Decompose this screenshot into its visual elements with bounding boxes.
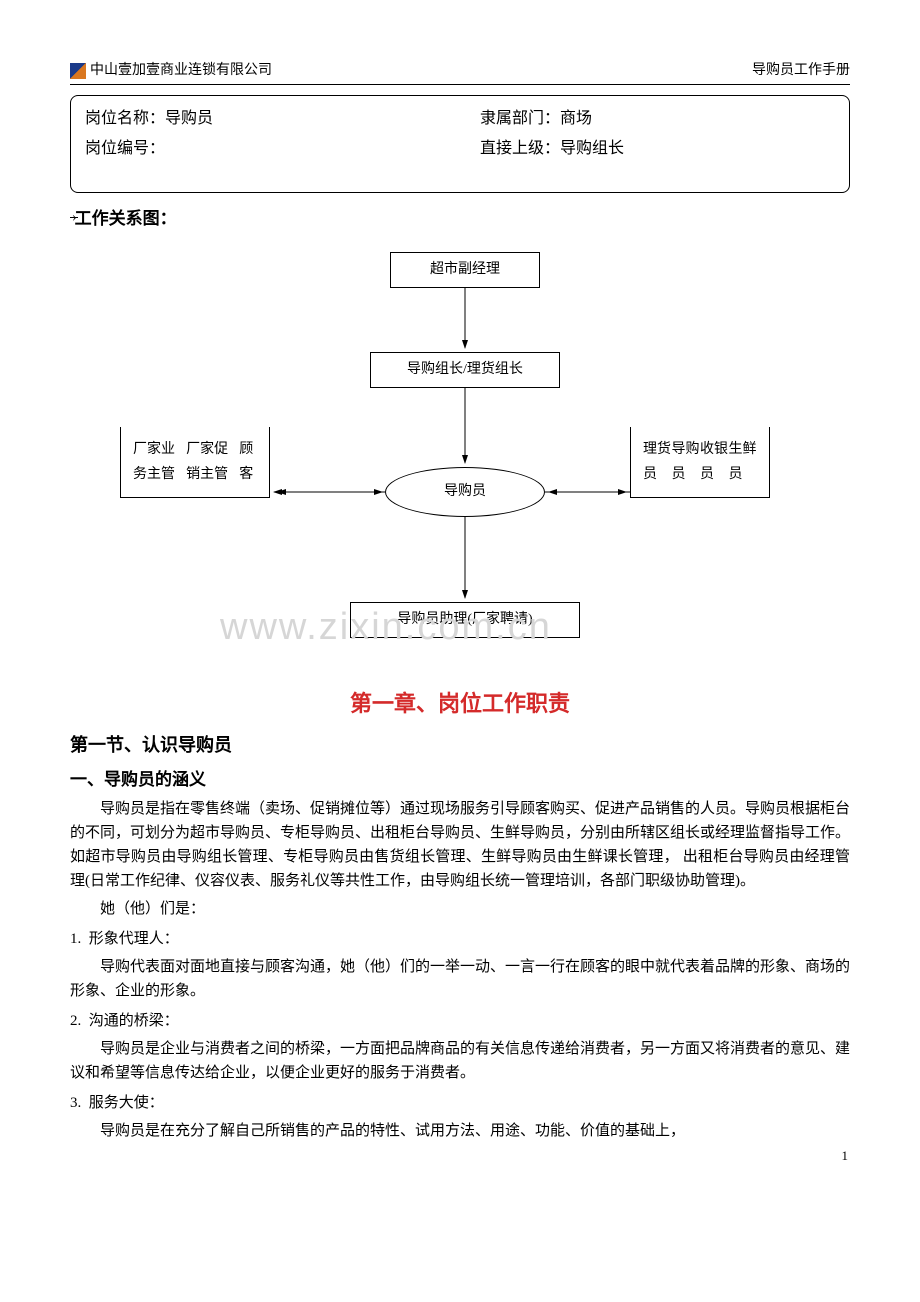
item-3-body: 导购员是在充分了解自己所销售的产品的特性、试用方法、用途、功能、价值的基础上， (70, 1119, 850, 1143)
dept-label: 隶属部门： (480, 110, 560, 127)
para-definition: 导购员是指在零售终端（卖场、促销摊位等）通过现场服务引导顾客购买、促进产品销售的… (70, 797, 850, 893)
item-1-title: 形象代理人： (89, 931, 179, 947)
item-2: 2. 沟通的桥梁： (70, 1009, 850, 1033)
node-bottom: 导购员助理(厂家聘请) (350, 602, 580, 638)
relation-title: 工作关系图： (75, 205, 177, 232)
position-name-value: 导购员 (165, 110, 213, 127)
right-line-1: 导购员 (672, 437, 701, 487)
subsection-1-title: 一、导购员的涵义 (70, 766, 850, 793)
company-logo-icon (70, 63, 86, 79)
node-top-label: 超市副经理 (430, 259, 500, 281)
node-mid-label: 导购组长/理货组长 (407, 359, 523, 381)
right-line-0: 理货员 (643, 437, 672, 487)
node-left: 厂家业务主管 厂家促销主管 顾客 (120, 427, 270, 498)
node-right: 理货员 导购员 收银员 生鲜员 (630, 427, 770, 498)
arrow-marker-icon: ⎯⎯› (70, 207, 71, 229)
para-intro: 她（他）们是： (70, 897, 850, 921)
header-left: 中山壹加壹商业连锁有限公司 (70, 60, 272, 82)
node-mid: 导购组长/理货组长 (370, 352, 560, 388)
node-center: 导购员 (385, 467, 545, 517)
dept-value: 商场 (560, 110, 592, 127)
section-1-title: 第一节、认识导购员 (70, 731, 850, 760)
relation-title-row: ⎯⎯› 工作关系图： (70, 205, 850, 232)
item-1-num: 1. (70, 931, 81, 947)
right-line-2: 收银员 (700, 437, 729, 487)
node-top: 超市副经理 (390, 252, 540, 288)
node-center-label: 导购员 (444, 481, 486, 503)
position-code-row: 岗位编号： (85, 136, 440, 162)
position-name-row: 岗位名称：导购员 (85, 106, 440, 132)
company-name: 中山壹加壹商业连锁有限公司 (90, 60, 272, 82)
superior-row: 直接上级：导购组长 (480, 136, 835, 162)
superior-value: 导购组长 (560, 140, 624, 157)
superior-label: 直接上级： (480, 140, 560, 157)
page-header: 中山壹加壹商业连锁有限公司 导购员工作手册 (70, 60, 850, 85)
position-name-label: 岗位名称： (85, 110, 165, 127)
doc-title: 导购员工作手册 (752, 60, 850, 82)
item-1: 1. 形象代理人： (70, 927, 850, 951)
item-2-title: 沟通的桥梁： (89, 1013, 179, 1029)
item-3-title: 服务大使： (89, 1095, 164, 1111)
left-line-0: 厂家业务主管 (133, 437, 186, 487)
page-number: 1 (842, 1146, 849, 1167)
item-2-body: 导购员是企业与消费者之间的桥梁，一方面把品牌商品的有关信息传递给消费者，另一方面… (70, 1037, 850, 1085)
item-2-num: 2. (70, 1013, 81, 1029)
chapter-title: 第一章、岗位工作职责 (70, 686, 850, 721)
left-line-2: 顾客 (239, 437, 257, 487)
left-line-1: 厂家促销主管 (186, 437, 239, 487)
org-diagram: 超市副经理 导购组长/理货组长 导购员 厂家业务主管 厂家促销主管 顾客 理货员… (70, 252, 850, 672)
right-line-3: 生鲜员 (729, 437, 758, 487)
item-3-num: 3. (70, 1095, 81, 1111)
node-bottom-label: 导购员助理(厂家聘请) (397, 609, 532, 631)
item-3: 3. 服务大使： (70, 1091, 850, 1115)
item-1-body: 导购代表面对面地直接与顾客沟通，她（他）们的一举一动、一言一行在顾客的眼中就代表… (70, 955, 850, 1003)
position-code-label: 岗位编号： (85, 140, 165, 157)
dept-row: 隶属部门：商场 (480, 106, 835, 132)
chapter-title-text: 第一章、岗位工作职责 (350, 691, 570, 716)
position-info-box: 岗位名称：导购员 隶属部门：商场 岗位编号： 直接上级：导购组长 (70, 95, 850, 192)
